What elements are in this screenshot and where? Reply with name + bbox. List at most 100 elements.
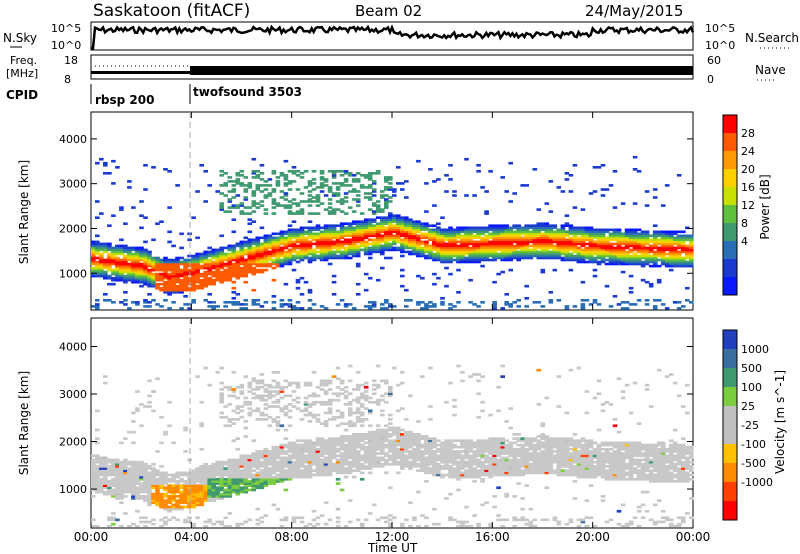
range-gate [355,190,361,193]
range-gate [263,264,269,268]
range-gate [139,280,144,284]
range-gate [355,433,361,436]
range-gate [628,232,634,236]
range-gate [428,305,433,308]
range-gate [380,244,385,248]
range-gate [111,492,116,496]
range-gate [259,396,265,400]
range-gate [343,396,349,400]
range-gate [472,252,477,256]
range-gate [135,477,140,481]
range-gate [432,238,437,242]
range-gate [187,268,192,272]
range-gate [103,274,108,278]
range-gate [275,454,281,458]
range-gate [580,226,586,230]
range-gate [231,480,237,483]
range-gate [384,435,389,438]
range-gate [351,398,357,402]
range-gate [544,224,550,227]
range-gate [163,486,168,490]
range-gate [440,248,445,252]
range-gate [396,248,401,252]
range-gate [371,460,377,464]
range-gate [347,450,353,453]
range-gate [159,268,164,272]
range-gate [103,469,108,472]
range-gate [239,383,245,387]
range-gate [388,458,393,462]
range-gate [532,226,538,230]
range-gate [195,284,200,288]
range-gate [480,230,485,234]
range-gate [681,264,686,268]
range-gate [163,482,168,485]
range-gate [287,204,293,207]
range-gate [247,252,253,256]
range-gate [520,232,525,236]
range-gate [480,246,485,250]
range-gate [375,170,381,173]
range-gate [299,238,305,242]
range-gate [251,439,257,443]
range-gate [219,208,224,211]
range-gate [103,473,108,477]
range-gate [436,236,441,240]
range-gate [492,258,497,262]
range-gate [119,495,124,498]
range-gate [327,400,333,404]
range-gate [279,299,285,302]
range-gate [147,284,152,288]
range-gate [307,212,313,215]
range-gate [139,270,144,274]
range-gate [179,507,184,511]
range-gate [239,244,245,248]
range-gate [255,240,261,244]
range-gate [147,492,152,496]
range-gate [319,381,325,385]
range-gate [464,236,469,240]
range-gate [672,242,678,246]
range-gate [432,258,437,262]
range-gate [540,234,546,238]
range-gate [183,258,188,262]
range-gate [143,516,148,520]
range-gate [211,522,216,526]
range-gate [211,264,216,268]
range-gate [191,486,196,490]
range-gate [323,230,329,234]
range-gate [295,385,301,389]
range-gate [139,258,144,262]
range-gate [388,441,393,445]
range-gate [319,514,325,517]
range-gate [243,488,249,492]
range-gate [179,288,184,292]
range-gate [291,445,297,449]
range-gate [327,212,333,215]
range-gate [672,258,678,262]
range-gate [612,238,618,242]
range-gate [147,264,152,268]
range-gate [151,258,156,262]
range-gate [384,400,389,404]
range-gate [468,238,473,242]
range-gate [363,242,369,246]
range-gate [355,454,361,458]
range-gate [231,297,237,300]
range-gate [536,230,542,234]
range-gate [556,230,562,234]
range-gate [392,456,397,460]
y-tick-label: 1000 [59,267,87,280]
range-gate [91,248,96,252]
range-gate [255,188,261,191]
range-gate [367,186,373,189]
range-gate [404,220,409,223]
range-gate [347,443,353,447]
range-gate [119,484,124,487]
range-gate [251,270,257,274]
range-gate [111,250,116,254]
range-gate [327,226,333,230]
range-gate [580,258,586,262]
range-gate [159,477,164,481]
range-gate [588,236,594,240]
